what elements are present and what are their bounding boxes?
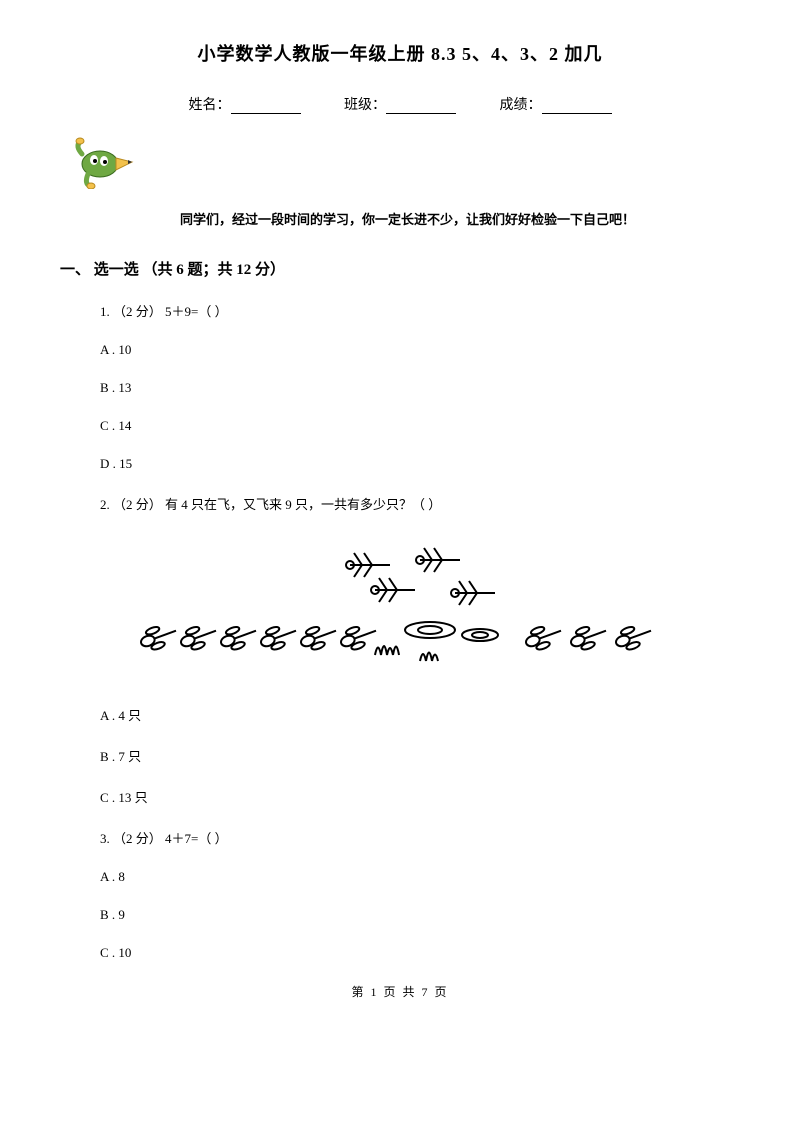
question-2: 2. （2 分） 有 4 只在飞，又飞来 9 只，一共有多少只？（ ） — [100, 494, 740, 806]
page-title: 小学数学人教版一年级上册 8.3 5、4、3、2 加几 — [60, 40, 740, 66]
worksheet-page: 小学数学人教版一年级上册 8.3 5、4、3、2 加几 姓名： 班级： 成绩： … — [0, 0, 800, 1020]
q1-option-d: D . 15 — [100, 456, 740, 472]
page-footer: 第 1 页 共 7 页 — [60, 983, 740, 1000]
name-label: 姓名： — [189, 94, 231, 114]
q1-stem: 1. （2 分） 5＋9=（ ） — [100, 301, 740, 320]
q2-stem: 2. （2 分） 有 4 只在飞，又飞来 9 只，一共有多少只？（ ） — [100, 494, 740, 513]
q1-option-c: C . 14 — [100, 418, 740, 434]
q2-option-c: C . 13 只 — [100, 787, 740, 806]
q3-option-a: A . 8 — [100, 869, 740, 885]
dragonfly-illustration — [120, 535, 740, 680]
question-3: 3. （2 分） 4＋7=（ ） A . 8 B . 9 C . 10 — [100, 828, 740, 961]
q1-option-a: A . 10 — [100, 342, 740, 358]
q2-option-b: B . 7 只 — [100, 746, 740, 765]
intro-text: 同学们，经过一段时间的学习，你一定长进不少，让我们好好检验一下自己吧！ — [180, 209, 740, 228]
q3-option-b: B . 9 — [100, 907, 740, 923]
name-blank[interactable] — [231, 99, 301, 114]
score-blank[interactable] — [542, 99, 612, 114]
question-1: 1. （2 分） 5＋9=（ ） A . 10 B . 13 C . 14 D … — [100, 301, 740, 472]
section-1-header: 一、 选一选 （共 6 题；共 12 分） — [60, 258, 740, 279]
q3-option-c: C . 10 — [100, 945, 740, 961]
class-label: 班级： — [344, 94, 386, 114]
q3-stem: 3. （2 分） 4＋7=（ ） — [100, 828, 740, 847]
q1-option-b: B . 13 — [100, 380, 740, 396]
class-blank[interactable] — [386, 99, 456, 114]
student-info-row: 姓名： 班级： 成绩： — [60, 94, 740, 114]
pencil-mascot-icon — [70, 134, 740, 194]
score-label: 成绩： — [500, 94, 542, 114]
q2-option-a: A . 4 只 — [100, 705, 740, 724]
